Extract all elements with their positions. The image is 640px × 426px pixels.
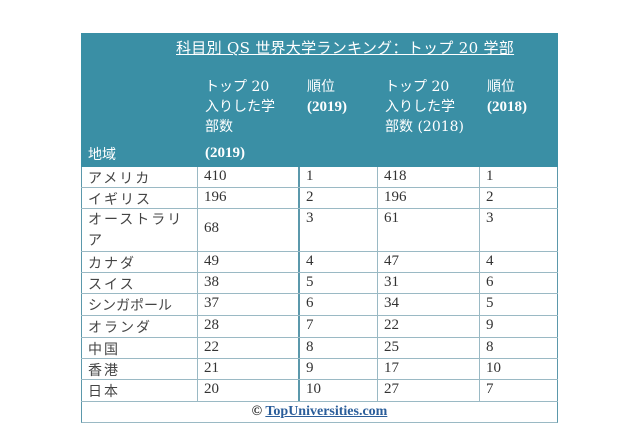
header-region: 地域 bbox=[88, 147, 116, 163]
rank-2018-cell: 8 bbox=[479, 338, 558, 358]
rank-2019-cell: 6 bbox=[298, 294, 377, 315]
topuniversities-link[interactable]: TopUniversities.com bbox=[265, 404, 388, 419]
count-2018-cell: 61 bbox=[377, 209, 479, 251]
count-2019-cell: 38 bbox=[197, 273, 298, 293]
count-2018-cell: 27 bbox=[377, 380, 479, 401]
table-row: アメリカ 410 1 418 1 bbox=[81, 167, 558, 188]
rank-2018-cell: 6 bbox=[479, 273, 558, 293]
rank-2019-cell: 3 bbox=[298, 209, 377, 251]
rank-2018-cell: 7 bbox=[479, 380, 558, 401]
rank-2019-cell: 5 bbox=[298, 273, 377, 293]
region-cell: イギリス bbox=[81, 188, 197, 208]
count-2019-cell: 196 bbox=[197, 188, 298, 208]
table-row: イギリス 196 2 196 2 bbox=[81, 188, 558, 209]
table-row: スイス 38 5 31 6 bbox=[81, 273, 558, 294]
rank-2018-cell: 1 bbox=[479, 167, 558, 187]
count-2019-cell: 68 bbox=[197, 209, 298, 251]
count-2019-cell: 21 bbox=[197, 359, 298, 379]
count-2018-cell: 25 bbox=[377, 338, 479, 358]
table-row: 日本 20 10 27 7 bbox=[81, 380, 558, 402]
count-2018-cell: 22 bbox=[377, 316, 479, 337]
region-cell: カナダ bbox=[81, 252, 197, 272]
rank-2018-cell: 5 bbox=[479, 294, 558, 315]
region-cell: オランダ bbox=[81, 316, 197, 337]
rank-2018-cell: 3 bbox=[479, 209, 558, 251]
count-2018-cell: 418 bbox=[377, 167, 479, 187]
count-2018-cell: 196 bbox=[377, 188, 479, 208]
region-cell: 香港 bbox=[81, 359, 197, 379]
rank-2019-cell: 9 bbox=[298, 359, 377, 379]
count-2018-cell: 31 bbox=[377, 273, 479, 293]
region-cell: オーストラリア bbox=[81, 209, 197, 251]
region-cell: スイス bbox=[81, 273, 197, 293]
rank-2019-cell: 2 bbox=[298, 188, 377, 208]
table-header: 科目別 QS 世界大学ランキング：トップ 20 学部 トップ 20 入りした学 … bbox=[81, 33, 558, 167]
count-2019-cell: 20 bbox=[197, 380, 298, 401]
table-title: 科目別 QS 世界大学ランキング：トップ 20 学部 bbox=[176, 39, 515, 57]
rank-2018-cell: 10 bbox=[479, 359, 558, 379]
header-rank-2019: 順位 (2019) bbox=[307, 79, 347, 115]
rank-2019-cell: 10 bbox=[298, 380, 377, 401]
count-2019-cell: 410 bbox=[197, 167, 298, 187]
rank-2019-cell: 1 bbox=[298, 167, 377, 187]
count-2018-cell: 47 bbox=[377, 252, 479, 272]
table-row: シンガポール 37 6 34 5 bbox=[81, 294, 558, 316]
header-count-2019: トップ 20 入りした学 部数 (2019) bbox=[205, 79, 275, 161]
count-2019-cell: 49 bbox=[197, 252, 298, 272]
rank-2019-cell: 7 bbox=[298, 316, 377, 337]
count-2019-cell: 22 bbox=[197, 338, 298, 358]
region-cell: 中国 bbox=[81, 338, 197, 358]
rank-2019-cell: 8 bbox=[298, 338, 377, 358]
copyright-symbol: © bbox=[251, 404, 263, 419]
region-cell: アメリカ bbox=[81, 167, 197, 187]
count-2019-cell: 28 bbox=[197, 316, 298, 337]
rank-2019-cell: 4 bbox=[298, 252, 377, 272]
table-row: 香港 21 9 17 10 bbox=[81, 359, 558, 380]
table-row: オーストラリア 68 3 61 3 bbox=[81, 209, 558, 252]
ranking-table: 科目別 QS 世界大学ランキング：トップ 20 学部 トップ 20 入りした学 … bbox=[81, 33, 558, 423]
count-2019-cell: 37 bbox=[197, 294, 298, 315]
header-rank-2018: 順位 (2018) bbox=[487, 79, 527, 115]
region-cell: 日本 bbox=[81, 380, 197, 401]
count-2018-cell: 17 bbox=[377, 359, 479, 379]
table-row: 中国 22 8 25 8 bbox=[81, 338, 558, 359]
table-footer: © TopUniversities.com bbox=[81, 402, 558, 423]
table-row: オランダ 28 7 22 9 bbox=[81, 316, 558, 338]
count-2018-cell: 34 bbox=[377, 294, 479, 315]
header-count-2018: トップ 20 入りした学 部数 (2018) bbox=[385, 79, 465, 135]
region-cell: シンガポール bbox=[81, 294, 197, 315]
rank-2018-cell: 9 bbox=[479, 316, 558, 337]
rank-2018-cell: 2 bbox=[479, 188, 558, 208]
rank-2018-cell: 4 bbox=[479, 252, 558, 272]
table-row: カナダ 49 4 47 4 bbox=[81, 252, 558, 273]
